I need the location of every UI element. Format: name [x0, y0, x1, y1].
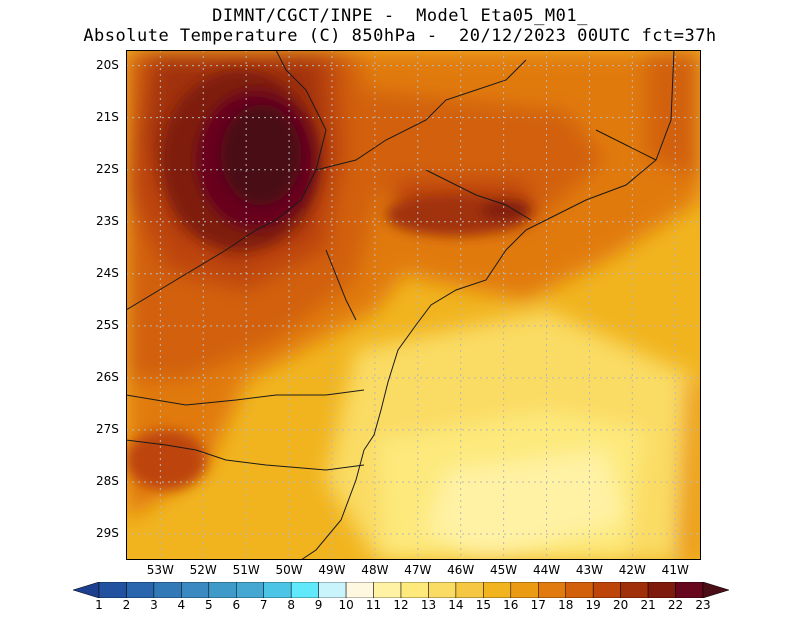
colorbar-over-triangle — [702, 582, 729, 598]
colorbar-swatch — [208, 582, 237, 598]
colorbar-label: 21 — [640, 598, 656, 612]
graticule — [126, 50, 701, 560]
colorbar-swatch — [620, 582, 649, 598]
colorbar-label: 14 — [448, 598, 464, 612]
colorbar-swatch — [455, 582, 484, 598]
colorbar-swatch — [318, 582, 347, 598]
colorbar-label: 15 — [475, 598, 491, 612]
colorbar-swatch — [592, 582, 621, 598]
colorbar-swatch — [263, 582, 292, 598]
colorbar-swatch — [345, 582, 374, 598]
colorbar-label: 9 — [314, 598, 323, 612]
lon-tick-label: 41W — [661, 563, 689, 577]
lon-tick-label: 51W — [232, 563, 260, 577]
lon-tick-label: 45W — [490, 563, 518, 577]
colorbar-label: 1 — [95, 598, 103, 612]
colorbar-swatch — [181, 582, 210, 598]
lon-tick-label: 49W — [318, 563, 346, 577]
lon-tick-label: 42W — [618, 563, 646, 577]
colorbar-swatch — [236, 582, 264, 598]
lon-tick-label: 50W — [275, 563, 303, 577]
colorbar-swatch — [98, 582, 127, 598]
lon-tick-label: 53W — [146, 563, 174, 577]
colorbar-under-triangle — [73, 582, 100, 598]
colorbar-label: 8 — [287, 598, 295, 612]
colorbar-label: 4 — [177, 598, 186, 612]
lon-tick-label: 43W — [575, 563, 603, 577]
lat-tick-label: 22S — [96, 161, 119, 176]
colorbar-label: 11 — [365, 598, 382, 612]
lat-tick-label: 21S — [96, 109, 119, 124]
lat-tick-label: 23S — [96, 213, 119, 228]
lat-tick-label: 25S — [96, 317, 119, 332]
colorbar-label: 12 — [393, 598, 409, 612]
colorbar-swatch — [510, 582, 539, 598]
colorbar-swatch — [400, 582, 429, 598]
lat-tick-label: 20S — [96, 57, 119, 72]
colorbar-label: 6 — [232, 598, 241, 612]
colorbar-label: 17 — [530, 598, 546, 612]
lat-tick-label: 28S — [96, 473, 119, 488]
lon-tick-label: 52W — [189, 563, 217, 577]
lat-tick-label: 27S — [96, 421, 119, 436]
colorbar-label: 18 — [558, 598, 574, 612]
colorbar-swatch — [565, 582, 594, 598]
lat-tick-label: 24S — [96, 265, 119, 280]
lat-tick-label: 26S — [96, 369, 119, 384]
colorbar — [73, 582, 729, 598]
lon-tick-label: 47W — [404, 563, 432, 577]
colorbar-label: 19 — [585, 598, 601, 612]
colorbar-swatch — [483, 582, 512, 598]
colorbar-swatch — [428, 582, 457, 598]
colorbar-label: 5 — [204, 598, 213, 612]
colorbar-swatch — [290, 582, 319, 598]
lon-tick-label: 44W — [532, 563, 561, 577]
colorbar-swatch — [647, 582, 676, 598]
chart-title-line1: DIMNT/CGCT/INPE - Model Eta05_M01_ — [212, 6, 588, 26]
colorbar-swatch — [126, 582, 155, 598]
temperature-map — [126, 50, 701, 560]
colorbar-label: 16 — [503, 598, 519, 612]
colorbar-swatch — [153, 582, 182, 598]
coastline-and-borders — [126, 50, 675, 560]
chart-title-line2: Absolute Temperature (C) 850hPa - 20/12/… — [83, 26, 717, 46]
colorbar-label: 2 — [122, 598, 131, 612]
lon-tick-label: 46W — [447, 563, 475, 577]
colorbar-label: 20 — [612, 598, 629, 612]
colorbar-swatch — [538, 582, 566, 598]
colorbar-swatch — [373, 582, 402, 598]
lon-tick-label: 48W — [361, 563, 389, 577]
colorbar-label: 22 — [667, 598, 684, 612]
lat-tick-label: 29S — [96, 525, 119, 540]
colorbar-label: 13 — [420, 598, 437, 612]
colorbar-label: 3 — [150, 598, 158, 612]
colorbar-label: 7 — [259, 598, 268, 612]
colorbar-label: 10 — [338, 598, 354, 612]
colorbar-label: 23 — [695, 598, 711, 612]
map-border — [126, 50, 701, 560]
colorbar-swatch — [675, 582, 704, 598]
